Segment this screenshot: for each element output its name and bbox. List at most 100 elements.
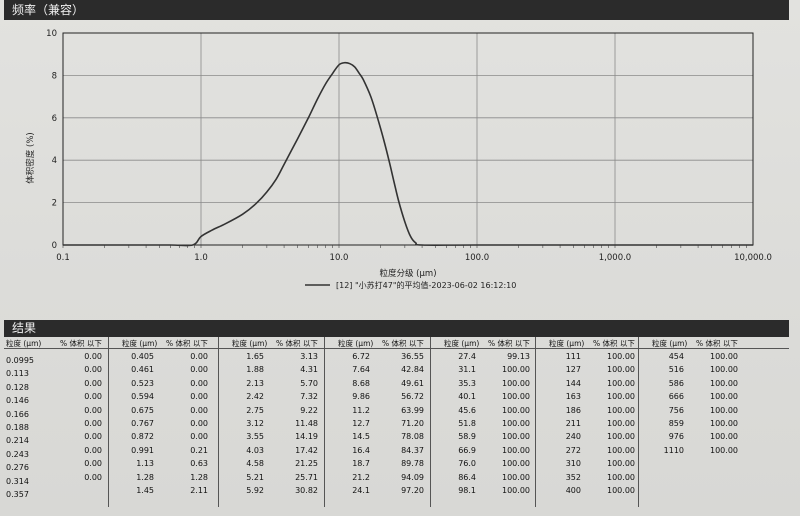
size-cell: 0.675 [131, 405, 154, 415]
pct-cell: 100.00 [502, 378, 530, 388]
column-divider [638, 337, 639, 507]
size-cell: 0.166 [6, 409, 29, 419]
pct-cell: 100.00 [607, 432, 635, 442]
size-cell: 5.21 [246, 472, 264, 482]
pct-cell: 100.00 [502, 405, 530, 415]
pct-cell: 0.00 [190, 392, 208, 402]
pct-cell: 100.00 [607, 378, 635, 388]
col-header-size: 粒度 (μm) [444, 339, 480, 348]
pct-cell: 89.78 [401, 459, 424, 469]
pct-cell: 100.00 [607, 405, 635, 415]
pct-cell: 100.00 [502, 419, 530, 428]
size-cell: 9.86 [352, 392, 370, 402]
size-cell: 1.88 [246, 365, 264, 375]
pct-cell: 7.32 [300, 392, 318, 402]
y-axis-label: 体积密度 (%) [25, 132, 36, 183]
size-cell: 352 [565, 472, 581, 482]
x-tick-label: 1.0 [194, 253, 208, 263]
pct-cell: 0.00 [84, 472, 102, 482]
pct-cell: 100.00 [710, 432, 738, 442]
psd-chart: 0 2 4 6 8 10 0.1 1.0 10.0 100.0 1,000.0 10,000.0 粒度… [25, 29, 772, 290]
chart-grid [62, 32, 753, 246]
col-header-size: 粒度 (μm) [122, 339, 158, 348]
size-cell: 31.1 [458, 365, 476, 375]
size-cell: 58.9 [458, 432, 476, 442]
size-cell: 45.6 [458, 405, 476, 415]
pct-cell: 100.00 [710, 365, 738, 375]
column-divider [218, 337, 219, 507]
x-tick-label: 10,000.0 [734, 253, 772, 263]
pct-cell: 0.63 [190, 459, 208, 469]
pct-cell: 100.00 [710, 378, 738, 388]
size-cell: 4.03 [246, 445, 264, 455]
pct-cell: 4.31 [300, 365, 318, 375]
size-cell: 111 [565, 352, 581, 361]
pct-cell: 0.00 [190, 405, 208, 415]
col-header-size: 粒度 (μm) [549, 339, 585, 348]
x-tick-label: 0.1 [56, 253, 70, 263]
results-title: 结果 [12, 321, 37, 335]
pct-cell: 56.72 [401, 392, 424, 402]
size-cell: 0.243 [6, 449, 29, 459]
pct-cell: 0.00 [84, 419, 102, 428]
size-cell: 4.58 [246, 459, 264, 469]
results-table: 粒度 (μm) % 体积 以下 0.0995 0.113 0.128 0.146 0.166… [4, 337, 789, 516]
size-cell: 400 [565, 486, 581, 495]
pct-cell: 2.11 [190, 486, 208, 495]
y-tick-label: 8 [52, 71, 57, 81]
pct-cell: 100.00 [502, 459, 530, 469]
pct-cell: 100.00 [710, 352, 738, 361]
table-header-divider [4, 348, 789, 349]
size-cell: 0.523 [131, 378, 154, 388]
column-divider [535, 337, 536, 507]
size-cell: 127 [565, 365, 581, 375]
pct-cell: 0.00 [84, 432, 102, 442]
column-divider [324, 337, 325, 507]
pct-cell: 9.22 [300, 405, 318, 415]
col-header-size: 粒度 (μm) [6, 339, 42, 348]
col-header-pct: % 体积 以下 [60, 339, 102, 348]
size-cell: 3.12 [246, 419, 264, 428]
size-cell: 0.991 [131, 445, 154, 455]
size-cell: 40.1 [458, 392, 476, 402]
size-cell: 24.1 [352, 486, 370, 495]
size-cell: 0.594 [131, 392, 154, 402]
size-cell: 1.13 [136, 459, 154, 469]
pct-cell: 49.61 [401, 378, 424, 388]
pct-cell: 0.00 [190, 419, 208, 428]
size-cell: 0.188 [6, 423, 29, 432]
col-header-pct: % 体积 以下 [488, 339, 530, 348]
pct-cell: 3.13 [300, 352, 318, 361]
pct-cell: 0.00 [84, 352, 102, 361]
pct-cell: 99.13 [507, 352, 530, 361]
size-cell: 1.45 [136, 486, 154, 495]
pct-cell: 42.84 [401, 365, 424, 375]
pct-cell: 25.71 [295, 472, 318, 482]
x-tick-label: 100.0 [465, 253, 489, 263]
size-cell: 2.13 [246, 378, 264, 388]
pct-cell: 0.00 [190, 352, 208, 361]
size-cell: 240 [565, 432, 581, 442]
y-tick-label: 4 [52, 156, 57, 166]
y-tick-label: 0 [52, 241, 57, 251]
size-cell: 516 [668, 365, 684, 375]
col-header-pct: % 体积 以下 [276, 339, 318, 348]
size-cell: 0.214 [6, 436, 29, 446]
size-cell: 310 [565, 459, 581, 469]
pct-cell: 71.20 [401, 419, 424, 428]
size-cell: 86.4 [458, 472, 476, 482]
size-cell: 1.65 [246, 352, 264, 361]
size-cell: 0.146 [6, 396, 29, 406]
size-cell: 0.113 [6, 369, 29, 379]
axis-ticks: 0 2 4 6 8 10 0.1 1.0 10.0 100.0 1,000.0 10,000.0 [46, 29, 772, 263]
legend-label: [12] "小苏打47"的平均值-2023-06-02 16:12:10 [336, 280, 516, 290]
pct-cell: 100.00 [710, 392, 738, 402]
y-tick-label: 10 [46, 29, 57, 39]
size-cell: 14.5 [352, 432, 370, 442]
size-cell: 163 [565, 392, 581, 402]
size-cell: 586 [668, 378, 684, 388]
pct-cell: 1.28 [190, 472, 208, 482]
pct-cell: 21.25 [295, 459, 318, 469]
pct-cell: 100.00 [607, 472, 635, 482]
